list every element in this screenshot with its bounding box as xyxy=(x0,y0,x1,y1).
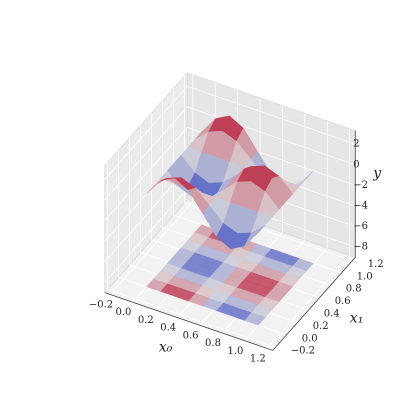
x-tick-label: 0.8 xyxy=(205,338,221,349)
x-tick-label: 1.0 xyxy=(227,346,243,357)
z-tick-label: −2 xyxy=(353,180,368,191)
z-tick-label: 0 xyxy=(353,159,359,170)
z-tick-label: −4 xyxy=(353,200,368,211)
y-tick-label: 1.2 xyxy=(368,259,384,270)
z-tick-label: −8 xyxy=(353,242,368,253)
x-tick-label: 0.6 xyxy=(183,330,199,341)
grid-line xyxy=(107,162,276,348)
y-tick-label: 0.2 xyxy=(313,321,329,332)
grid-line xyxy=(104,106,356,201)
grid-line xyxy=(104,127,356,221)
x-tick-label: −0.2 xyxy=(89,300,113,311)
x-tick-label: 0.4 xyxy=(160,323,176,334)
x-tick-label: 0.2 xyxy=(138,315,154,326)
grid-line xyxy=(266,128,351,349)
y-tick-label: 0.6 xyxy=(335,296,351,307)
grid-line xyxy=(184,76,353,261)
y-axis-label: x₁ xyxy=(350,311,364,327)
y-tick-label: −0.2 xyxy=(291,346,315,357)
axis-line xyxy=(104,257,356,351)
z-axis-label: y xyxy=(372,166,382,182)
y-tick-label: 0.4 xyxy=(324,309,340,320)
z-tick-label: −6 xyxy=(353,221,368,232)
x-tick-label: 0.0 xyxy=(115,307,131,318)
z-tick-label: 2 xyxy=(353,139,359,150)
grid-line xyxy=(110,74,194,295)
y-tick-label: 1.0 xyxy=(357,271,373,282)
contour-cell xyxy=(244,312,266,326)
x-axis-label: x₀ xyxy=(159,340,173,356)
grid-line xyxy=(104,85,356,180)
x-tick-label: 1.2 xyxy=(250,354,266,365)
surface-patch xyxy=(244,224,266,247)
y-tick-label: 0.8 xyxy=(346,284,362,295)
y-tick-label: 0.0 xyxy=(302,333,318,344)
